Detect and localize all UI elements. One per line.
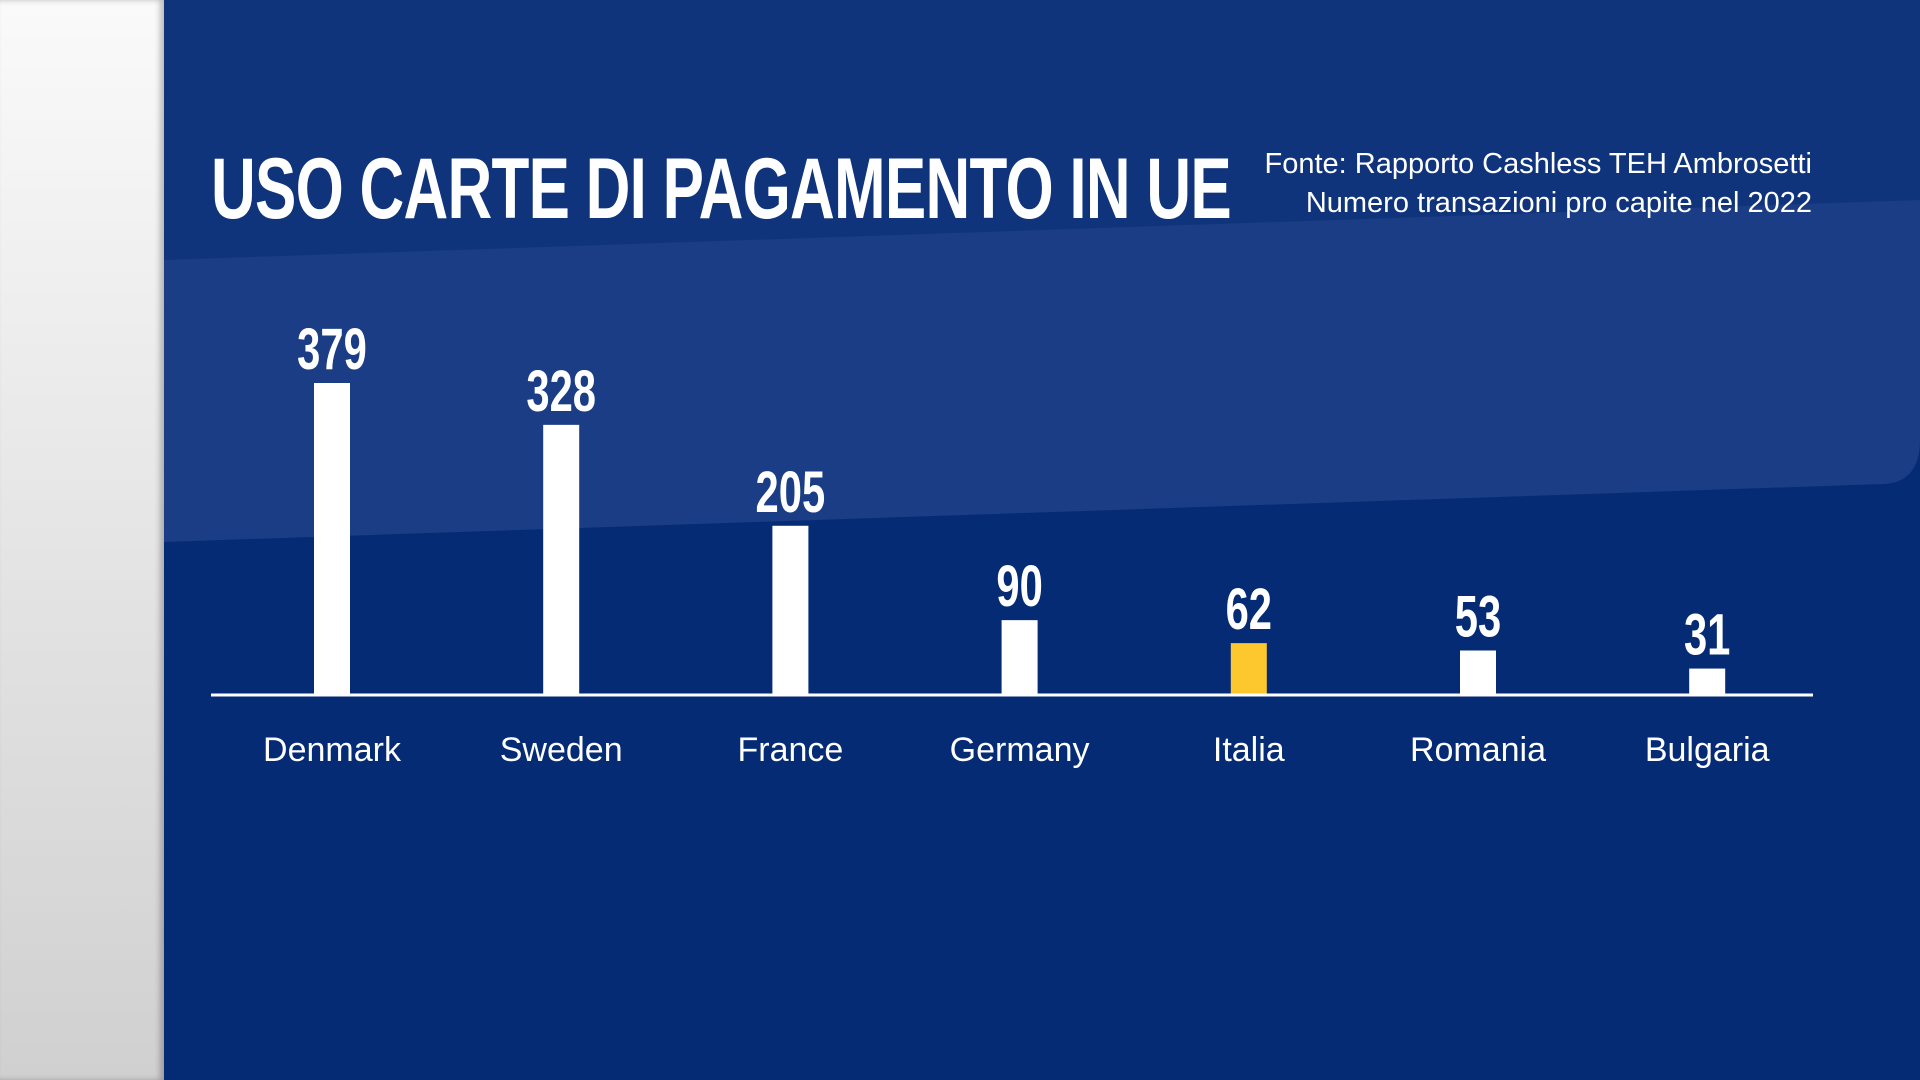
category-label: France — [737, 731, 843, 769]
category-label: Romania — [1410, 731, 1546, 769]
bar-romania — [1460, 650, 1496, 694]
bar-denmark — [314, 383, 350, 694]
category-label: Bulgaria — [1645, 731, 1770, 769]
category-label: Sweden — [500, 731, 623, 769]
category-label: Denmark — [263, 731, 402, 769]
data-label: 328 — [526, 358, 596, 423]
data-label: 90 — [996, 553, 1042, 618]
data-label: 379 — [297, 316, 367, 381]
bar-germany — [1001, 620, 1038, 694]
chart-title: USO CARTE DI PAGAMENTO IN UE — [211, 141, 1232, 237]
background-band — [164, 0, 1920, 1080]
data-label: 62 — [1226, 576, 1272, 641]
category-label: Italia — [1213, 731, 1285, 769]
data-label: 53 — [1455, 584, 1501, 649]
bar-france — [772, 525, 809, 694]
data-label: 31 — [1684, 602, 1730, 667]
subtitle-text: Numero transazioni pro capite nel 2022 — [1305, 187, 1812, 219]
source-text: Fonte: Rapporto Cashless TEH Ambrosetti — [1264, 148, 1813, 180]
data-label: 205 — [756, 459, 826, 524]
bar-sweden — [543, 424, 580, 694]
category-label: Germany — [950, 731, 1090, 769]
bar-italia — [1230, 643, 1267, 694]
side-panel — [0, 0, 164, 1080]
bar-bulgaria — [1689, 668, 1726, 694]
